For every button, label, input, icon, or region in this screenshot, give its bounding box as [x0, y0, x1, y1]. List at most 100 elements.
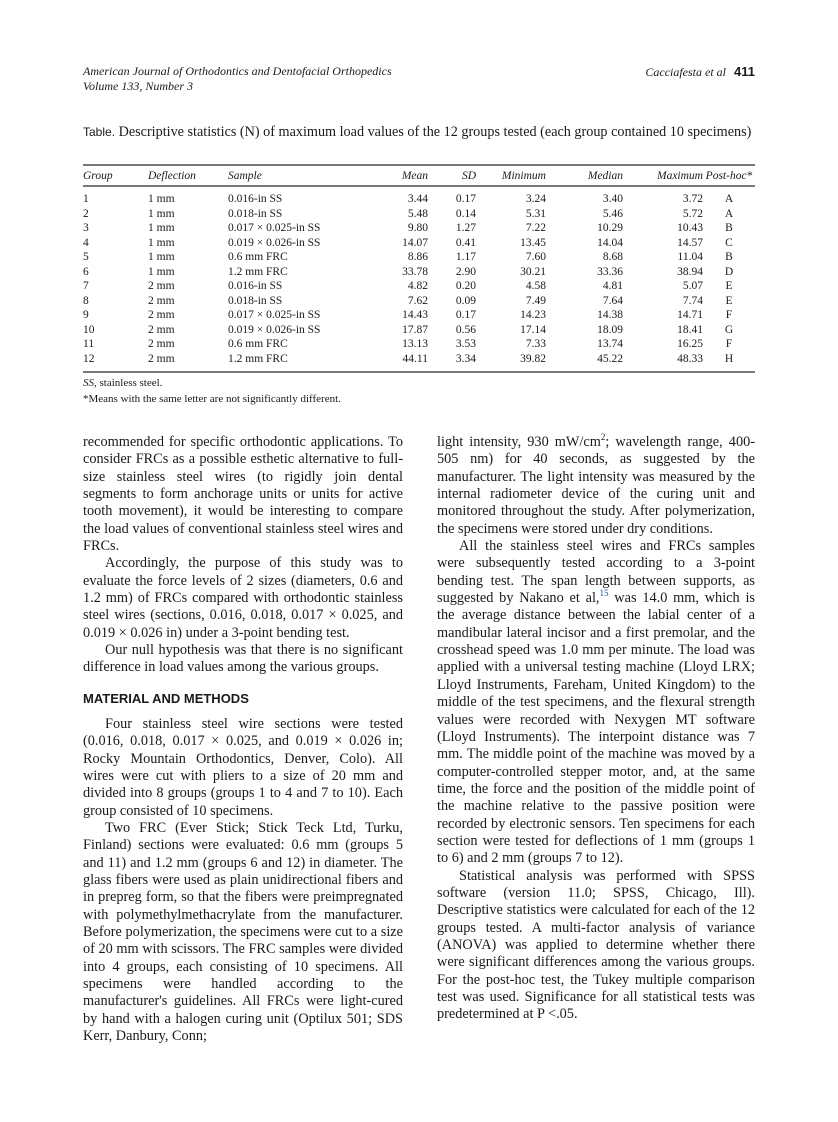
table-cell: 13.45: [520, 236, 546, 249]
table-cell: F: [725, 309, 733, 321]
paragraph: Our null hypothesis was that there is no…: [83, 642, 403, 676]
table-label: Table.: [83, 125, 116, 139]
table-cell: 9: [83, 309, 89, 321]
paragraph: Statistical analysis was performed with …: [437, 867, 755, 1023]
table-cell: 14.57: [677, 236, 703, 249]
table-cell: 16.25: [677, 338, 703, 350]
table-cell: 7.74: [682, 294, 703, 307]
table-cell: 45.22: [546, 351, 623, 373]
table-cell: 4.82: [407, 280, 428, 292]
column-header: Group: [83, 164, 148, 187]
table-cell: 30.21: [520, 265, 546, 278]
table-row: 9 2 mm 0.017 × 0.025-in SS 14.43 0.17 14.23 14…: [83, 308, 755, 323]
table-cell: 2.90: [455, 265, 476, 278]
table-cell: 0.018-in SS: [228, 294, 283, 307]
table-cell: 8.68: [602, 251, 623, 263]
table-cell: 48.33: [623, 351, 703, 373]
table-cell: 18.41: [677, 323, 703, 336]
reference-link[interactable]: 15: [599, 588, 609, 599]
paragraph: Accordingly, the purpose of this study w…: [83, 555, 403, 641]
table-cell: A: [724, 193, 734, 205]
table-cell: 0.20: [455, 280, 476, 292]
table-cell: 3.40: [602, 193, 623, 205]
body-column-right: light intensity, 930 mW/cm2; wavelength …: [437, 433, 755, 1024]
table-cell: 1.2 mm FRC: [228, 351, 378, 373]
running-authors: Cacciafesta et al: [645, 65, 727, 79]
table-cell: 5.72: [682, 207, 703, 220]
table-cell: 5.46: [602, 207, 623, 220]
page-number: 411: [734, 64, 755, 79]
column-header: Median: [546, 164, 623, 187]
table-cell: 1.27: [455, 222, 476, 234]
table-cell: 0.41: [455, 236, 476, 249]
table-cell: F: [725, 338, 733, 350]
table-cell: 13.74: [597, 338, 623, 350]
column-header: Maximum: [623, 164, 703, 187]
paragraph: Four stainless steel wire sections were …: [83, 715, 403, 819]
table-cell: 10.29: [597, 222, 623, 234]
table-cell: E: [725, 294, 733, 307]
table-cell: 1 mm: [148, 207, 175, 220]
table-row: 12 2 mm 1.2 mm FRC 44.11 3.34 39.82 45.22 48.33…: [83, 351, 755, 373]
table-cell: 14.43: [402, 309, 428, 321]
table-cell: 0.017 × 0.025-in SS: [228, 309, 321, 321]
table-row: 3 1 mm 0.017 × 0.025-in SS 9.80 1.27 7.22 10.2…: [83, 221, 755, 236]
table-cell: 11: [83, 338, 95, 350]
table-cell: 2 mm: [148, 294, 175, 307]
paragraph: recommended for specific orthodontic app…: [83, 434, 403, 555]
column-header: SD: [428, 164, 476, 187]
table-row: 6 1 mm 1.2 mm FRC 33.78 2.90 30.21 33.36 38.94 D: [83, 265, 755, 280]
journal-volume: Volume 133, Number 3: [83, 79, 193, 93]
table-cell: 1 mm: [148, 265, 175, 278]
table-cell: 33.78: [402, 265, 428, 278]
table-footnote-abbr: SS, stainless steel.: [83, 376, 162, 390]
table-cell: 3.72: [682, 193, 703, 205]
table-cell: 3.34: [428, 351, 476, 373]
paragraph: All the stainless steel wires and FRCs s…: [437, 538, 755, 868]
footnote-abbr: SS: [83, 377, 94, 389]
table-cell: 14.38: [597, 309, 623, 321]
table-cell: 0.56: [455, 323, 476, 336]
table-cell: 4: [83, 236, 89, 249]
table-cell: 33.36: [597, 265, 623, 278]
table-cell: 0.017 × 0.025-in SS: [228, 222, 321, 234]
table-cell: 14.04: [597, 236, 623, 249]
table-row: 2 1 mm 0.018-in SS 5.48 0.14 5.31 5.46 5.72 A: [83, 207, 755, 222]
table-row: 5 1 mm 0.6 mm FRC 8.86 1.17 7.60 8.68 11.04 B: [83, 250, 755, 265]
table-cell: 2 mm: [148, 280, 175, 292]
table-cell: 7.62: [407, 294, 428, 307]
table-cell: 5: [83, 251, 89, 263]
column-header: Minimum: [476, 164, 546, 187]
text-run: was 14.0 mm, which is the average distan…: [437, 590, 755, 867]
table-cell: 1.2 mm FRC: [228, 265, 288, 278]
table-cell: 0.016-in SS: [228, 193, 283, 205]
table-cell: 0.019 × 0.026-in SS: [228, 323, 321, 336]
table-cell: 0.016-in SS: [228, 280, 283, 292]
running-header-left: American Journal of Orthodontics and Den…: [83, 64, 392, 94]
table-cell: 13.13: [402, 338, 428, 350]
table-cell: 10: [83, 323, 95, 336]
table-cell: 0.17: [455, 309, 476, 321]
body-column-left: recommended for specific orthodontic app…: [83, 434, 403, 1045]
table-cell: D: [724, 265, 734, 278]
running-header-right: Cacciafesta et al 411: [645, 64, 755, 80]
table-cell: E: [725, 280, 733, 292]
table-cell: 1 mm: [148, 193, 175, 205]
table-cell: 1.17: [455, 251, 476, 263]
table-cell: 7.49: [525, 294, 546, 307]
journal-title: American Journal of Orthodontics and Den…: [83, 64, 392, 78]
table-row: 10 2 mm 0.019 × 0.026-in SS 17.87 0.56 17.14 1…: [83, 323, 755, 338]
column-header: Mean: [378, 164, 428, 187]
table-cell: 3.44: [407, 193, 428, 205]
table-cell: 1 mm: [148, 251, 175, 263]
table-cell: 0.14: [455, 207, 476, 220]
table-row: 8 2 mm 0.018-in SS 7.62 0.09 7.49 7.64 7.74 E: [83, 294, 755, 309]
table-cell: 2: [83, 207, 89, 220]
table-cell: 2 mm: [148, 338, 175, 350]
table-row: 7 2 mm 0.016-in SS 4.82 0.20 4.58 4.81 5.07 E: [83, 279, 755, 294]
table-cell: 3.53: [455, 338, 476, 350]
table-cell: B: [725, 222, 733, 234]
table-caption: Table. Descriptive statistics (N) of max…: [83, 124, 755, 141]
table-cell: 11.04: [677, 251, 703, 263]
